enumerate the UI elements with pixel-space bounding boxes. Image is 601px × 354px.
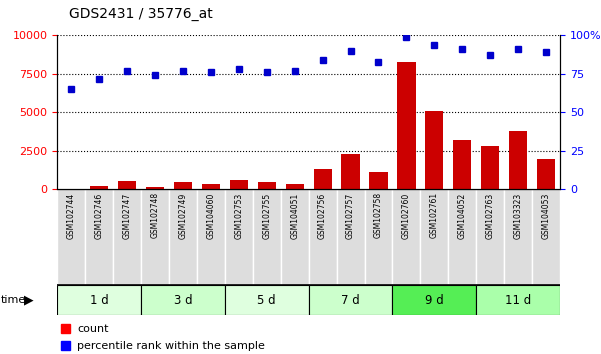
Text: GDS2431 / 35776_at: GDS2431 / 35776_at <box>69 7 213 21</box>
Bar <box>509 131 527 189</box>
Bar <box>141 189 169 285</box>
Bar <box>476 285 560 315</box>
Text: GSM102758: GSM102758 <box>374 192 383 238</box>
Bar <box>252 189 281 285</box>
Bar <box>314 169 332 189</box>
Text: GSM102760: GSM102760 <box>402 192 411 239</box>
Bar <box>481 146 499 189</box>
Bar <box>397 62 415 189</box>
Bar <box>225 189 252 285</box>
Bar <box>61 324 70 333</box>
Text: 1 d: 1 d <box>90 293 108 307</box>
Text: GSM102744: GSM102744 <box>67 192 76 239</box>
Bar <box>364 189 392 285</box>
Text: GSM102747: GSM102747 <box>123 192 132 239</box>
Bar <box>141 285 225 315</box>
Text: GSM104060: GSM104060 <box>206 192 215 239</box>
Bar <box>341 154 359 189</box>
Bar <box>370 172 388 189</box>
Bar <box>85 189 113 285</box>
Bar <box>57 285 141 315</box>
Text: 5 d: 5 d <box>257 293 276 307</box>
Bar <box>308 285 392 315</box>
Bar <box>197 189 225 285</box>
Bar <box>118 181 136 189</box>
Bar <box>113 189 141 285</box>
Text: GSM102748: GSM102748 <box>150 192 159 238</box>
Text: percentile rank within the sample: percentile rank within the sample <box>77 341 265 350</box>
Bar <box>90 186 108 189</box>
Text: GSM102756: GSM102756 <box>318 192 327 239</box>
Text: 9 d: 9 d <box>425 293 444 307</box>
Bar <box>146 187 164 189</box>
Bar <box>174 182 192 189</box>
Text: time: time <box>1 295 26 305</box>
Bar <box>337 189 364 285</box>
Text: 11 d: 11 d <box>505 293 531 307</box>
Text: GSM102755: GSM102755 <box>262 192 271 239</box>
Text: 3 d: 3 d <box>174 293 192 307</box>
Bar <box>426 111 444 189</box>
Bar <box>504 189 532 285</box>
Text: count: count <box>77 324 108 333</box>
Text: GSM104052: GSM104052 <box>458 192 467 239</box>
Bar <box>308 189 337 285</box>
Bar <box>225 285 308 315</box>
Text: GSM102763: GSM102763 <box>486 192 495 239</box>
Text: ▶: ▶ <box>24 293 34 307</box>
Bar <box>61 341 70 350</box>
Bar <box>169 189 197 285</box>
Text: GSM102757: GSM102757 <box>346 192 355 239</box>
Text: GSM102753: GSM102753 <box>234 192 243 239</box>
Bar <box>202 184 220 189</box>
Bar <box>476 189 504 285</box>
Bar <box>57 189 85 285</box>
Bar <box>453 140 471 189</box>
Bar <box>448 189 476 285</box>
Bar <box>281 189 308 285</box>
Bar <box>532 189 560 285</box>
Text: GSM104051: GSM104051 <box>290 192 299 239</box>
Bar <box>392 285 476 315</box>
Bar <box>392 189 420 285</box>
Bar <box>258 182 276 189</box>
Text: GSM104053: GSM104053 <box>542 192 551 239</box>
Text: GSM102761: GSM102761 <box>430 192 439 238</box>
Bar <box>537 159 555 189</box>
Bar <box>420 189 448 285</box>
Text: GSM103323: GSM103323 <box>514 192 523 239</box>
Text: GSM102749: GSM102749 <box>178 192 188 239</box>
Bar <box>285 184 304 189</box>
Text: GSM102746: GSM102746 <box>94 192 103 239</box>
Bar <box>230 180 248 189</box>
Text: 7 d: 7 d <box>341 293 360 307</box>
